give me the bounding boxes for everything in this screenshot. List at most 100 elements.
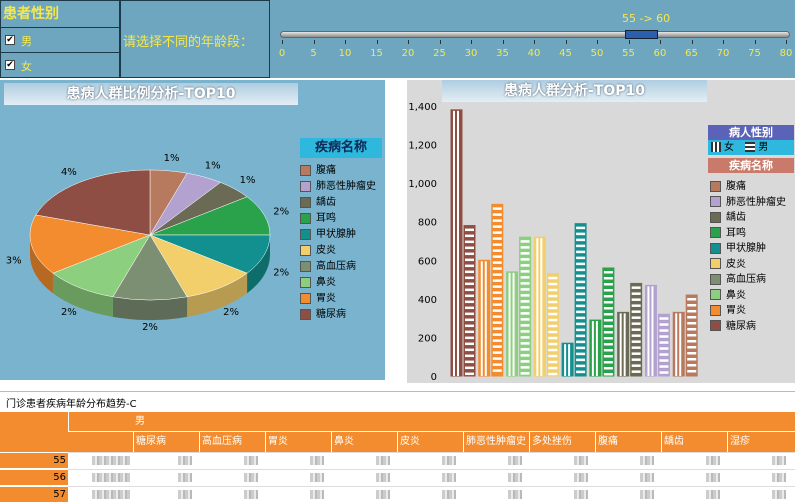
slider-selection-handle[interactable] xyxy=(625,30,658,39)
bar-legend-item[interactable]: 糖尿病 xyxy=(710,317,756,332)
redacted-cell xyxy=(508,473,522,482)
gender-option-male[interactable]: ✔ 男 xyxy=(1,27,121,51)
gender-legend: 女 男 xyxy=(708,140,794,155)
bar[interactable] xyxy=(630,282,643,377)
bar[interactable] xyxy=(561,342,574,377)
redacted-cell xyxy=(706,456,720,465)
redacted-cell xyxy=(92,456,130,465)
gender-filter-title: 患者性别 xyxy=(3,6,59,22)
redacted-cell xyxy=(574,490,588,499)
bar[interactable] xyxy=(519,236,532,377)
column-header[interactable]: 多处挫伤 xyxy=(529,432,595,452)
bar[interactable] xyxy=(672,311,685,377)
pie-legend-item[interactable]: 糖尿病 xyxy=(300,305,346,320)
redacted-cell xyxy=(244,456,258,465)
bar[interactable] xyxy=(546,273,559,377)
pie-slice[interactable] xyxy=(149,234,248,298)
pie-slice[interactable] xyxy=(149,234,271,274)
pie-slice-side xyxy=(52,273,113,317)
pie-legend-item[interactable]: 甲状腺肿 xyxy=(300,225,356,240)
bar[interactable] xyxy=(478,259,491,377)
bar[interactable] xyxy=(657,313,670,377)
slider-tick xyxy=(376,40,378,44)
bar[interactable] xyxy=(574,223,587,377)
gender-filter: 患者性别 ✔ 男 ✔ 女 xyxy=(0,0,121,78)
pie-legend-item[interactable]: 高血压病 xyxy=(300,257,356,272)
redacted-cell xyxy=(508,456,522,465)
column-header[interactable]: 腹痛 xyxy=(595,432,661,452)
bar[interactable] xyxy=(463,225,476,377)
bar[interactable] xyxy=(506,271,519,377)
table-caption: 门诊患者疾病年龄分布趋势-C xyxy=(6,399,137,410)
pie-legend-item[interactable]: 龋齿 xyxy=(300,193,336,208)
redacted-cell xyxy=(92,490,130,499)
pie-slice[interactable] xyxy=(112,234,188,301)
bar[interactable] xyxy=(450,109,463,377)
pie-chart: 1% 1% 1% 2% 2% 2% 2% 2% 3% 4% xyxy=(6,153,289,333)
pie-data-label: 3% xyxy=(6,255,22,266)
legend-label: 甲状腺肿 xyxy=(316,229,356,240)
male-label: 男 xyxy=(21,35,32,48)
pie-slice[interactable] xyxy=(52,234,151,298)
redacted-cell xyxy=(574,456,588,465)
legend-swatch xyxy=(710,196,721,207)
column-header[interactable]: 胃炎 xyxy=(265,432,331,452)
bar[interactable] xyxy=(589,319,602,377)
slider-tick xyxy=(786,40,787,44)
male-checkbox[interactable]: ✔ xyxy=(5,35,15,45)
bar[interactable] xyxy=(617,311,630,377)
bar-legend-item[interactable]: 肺恶性肿瘤史 xyxy=(710,193,786,208)
female-label: 女 xyxy=(21,60,32,73)
bar[interactable] xyxy=(533,236,546,377)
bar[interactable] xyxy=(644,284,657,377)
legend-label: 鼻炎 xyxy=(726,289,746,301)
bar[interactable] xyxy=(685,294,698,377)
redacted-cell xyxy=(706,490,720,499)
pie-slice[interactable] xyxy=(35,169,151,236)
bar-legend-item[interactable]: 甲状腺肿 xyxy=(710,239,766,254)
redacted-cell xyxy=(442,490,456,499)
bar-legend-item[interactable]: 胃炎 xyxy=(710,301,746,316)
bar-legend-item[interactable]: 耳鸣 xyxy=(710,224,746,239)
redacted-cell xyxy=(244,490,258,499)
bar-legend-item[interactable]: 高血压病 xyxy=(710,270,766,285)
slider-ticks xyxy=(280,40,790,48)
legend-swatch xyxy=(710,289,721,300)
redacted-cell xyxy=(376,490,390,499)
legend-label: 龋齿 xyxy=(726,212,746,223)
column-header[interactable]: 鼻炎 xyxy=(331,432,397,452)
pie-legend-item[interactable]: 肺恶性肿瘤史 xyxy=(300,177,376,192)
slider-tick xyxy=(408,40,409,44)
column-header[interactable]: 肺恶性肿瘤史 xyxy=(463,432,529,452)
pie-legend-item[interactable]: 胃炎 xyxy=(300,289,336,304)
legend-label: 耳鸣 xyxy=(316,213,336,224)
legend-swatch xyxy=(300,308,311,320)
column-header[interactable]: 糖尿病 xyxy=(133,432,199,452)
pie-slice[interactable] xyxy=(149,196,271,236)
pie-legend-item[interactable]: 耳鸣 xyxy=(300,209,336,224)
bar-legend-item[interactable]: 鼻炎 xyxy=(710,286,746,301)
column-header[interactable]: 皮炎 xyxy=(397,432,463,452)
pie-slice-side xyxy=(187,273,248,317)
age-range-slider[interactable]: 55 -> 60 0 5 10 15 20 25 30 35 40 45 50 55 60 65 70 75 8… xyxy=(279,0,793,78)
redacted-cell xyxy=(376,473,390,482)
bar-legend-item[interactable]: 腹痛 xyxy=(710,177,746,192)
bar[interactable] xyxy=(491,203,504,377)
bar[interactable] xyxy=(602,267,615,377)
column-header[interactable]: 高血压病 xyxy=(199,432,265,452)
pie-legend-item[interactable]: 腹痛 xyxy=(300,161,336,176)
legend-label: 胃炎 xyxy=(726,305,746,316)
bar-legend-item[interactable]: 皮炎 xyxy=(710,255,746,270)
pie-legend-item[interactable]: 皮炎 xyxy=(300,241,336,256)
slider-track[interactable] xyxy=(280,31,790,38)
gender-option-female[interactable]: ✔ 女 xyxy=(1,52,121,76)
column-header[interactable]: 龋齿 xyxy=(661,432,727,452)
slider-tick-label: 35 xyxy=(496,48,509,59)
bar-legend-item[interactable]: 龋齿 xyxy=(710,208,746,223)
pie-legend-item[interactable]: 鼻炎 xyxy=(300,273,336,288)
legend-swatch xyxy=(710,320,721,331)
pie-slice[interactable] xyxy=(29,214,151,274)
column-header[interactable]: 湿疹 xyxy=(727,432,793,452)
redacted-cell xyxy=(178,490,192,499)
female-checkbox[interactable]: ✔ xyxy=(5,60,15,70)
